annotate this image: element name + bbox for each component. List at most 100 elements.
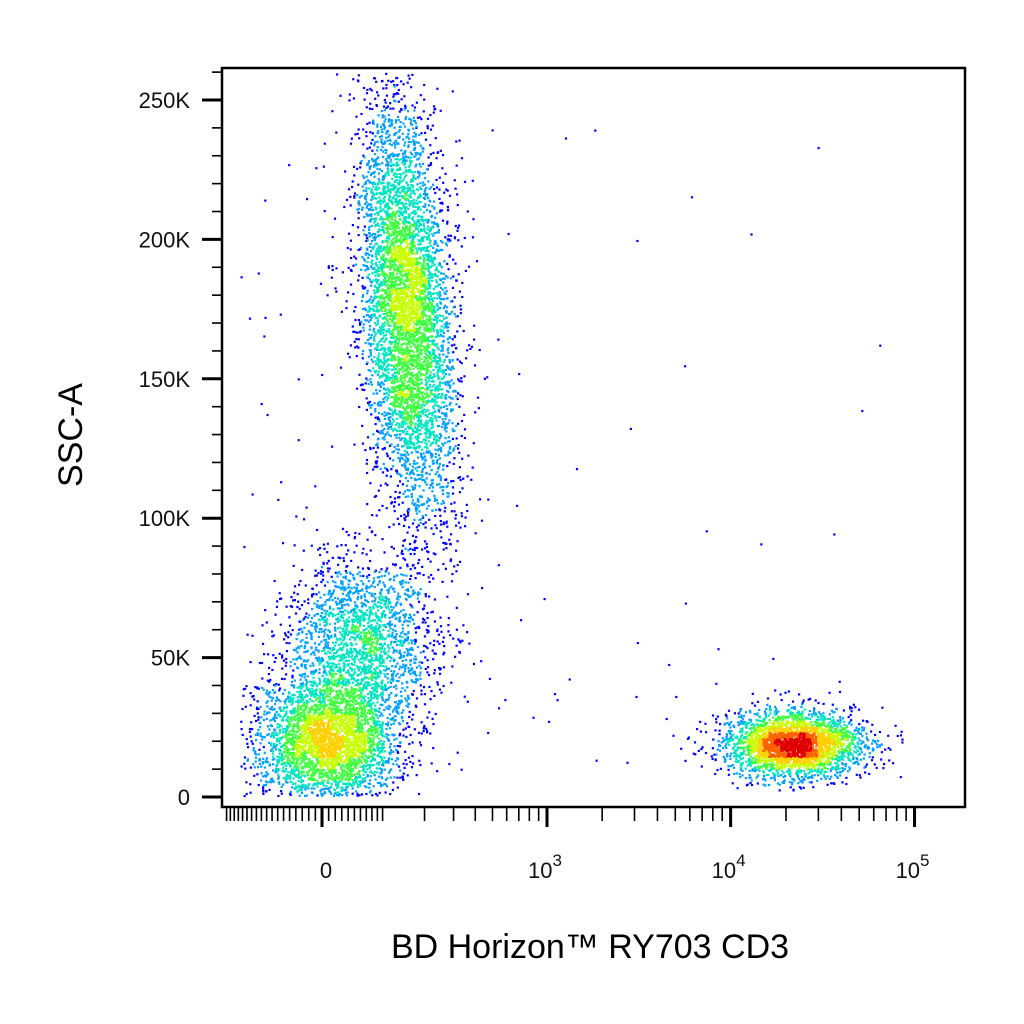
data-point (413, 109, 416, 112)
data-point (362, 583, 365, 586)
data-point (440, 209, 444, 212)
data-point (415, 509, 418, 512)
data-point (352, 592, 355, 595)
data-point (453, 179, 456, 182)
data-point (852, 758, 855, 761)
data-point (388, 155, 391, 158)
data-point (408, 489, 411, 492)
data-point (398, 135, 401, 138)
data-point (439, 476, 443, 479)
data-point (304, 664, 307, 667)
data-point (397, 444, 400, 447)
data-point (435, 303, 439, 306)
data-point (366, 147, 369, 150)
data-point (434, 269, 437, 272)
data-point (394, 684, 398, 687)
data-point (696, 728, 699, 731)
data-point (248, 727, 252, 731)
data-point (406, 774, 409, 777)
data-point (320, 794, 323, 797)
data-point (724, 713, 727, 716)
data-point (420, 247, 423, 250)
data-point (276, 698, 279, 701)
data-point (373, 402, 376, 405)
data-point (532, 716, 535, 719)
data-point (380, 234, 383, 237)
data-point (397, 598, 400, 601)
data-point (260, 779, 263, 782)
data-point (403, 459, 407, 462)
data-point (416, 158, 419, 161)
data-point (409, 164, 412, 167)
data-point (421, 236, 424, 239)
data-point (404, 466, 407, 469)
data-point (403, 639, 406, 643)
data-point (386, 423, 389, 426)
data-point (393, 133, 396, 136)
data-point (371, 272, 374, 275)
data-point (740, 720, 743, 723)
data-point (711, 714, 715, 717)
data-point (856, 760, 859, 763)
data-point (373, 77, 376, 80)
data-point (375, 192, 378, 195)
data-point (431, 414, 434, 417)
data-point (378, 723, 381, 726)
data-point (460, 434, 463, 438)
data-point (469, 347, 472, 350)
data-point (398, 159, 401, 162)
data-point (887, 747, 890, 750)
data-point (393, 738, 396, 741)
data-point (371, 592, 374, 595)
data-point (548, 720, 551, 723)
data-point (389, 743, 392, 746)
data-point (384, 482, 387, 485)
data-point (321, 603, 324, 606)
data-point (335, 602, 338, 605)
data-point (372, 433, 375, 436)
data-point (413, 518, 416, 521)
data-point (440, 286, 443, 289)
data-point (372, 605, 375, 608)
data-point (437, 633, 440, 636)
data-point (402, 159, 406, 162)
data-point (358, 532, 361, 535)
data-point (293, 585, 297, 588)
data-point (383, 334, 386, 337)
data-point (373, 153, 377, 156)
data-point (382, 743, 385, 746)
data-point (449, 558, 452, 561)
data-point (791, 700, 795, 703)
data-point (342, 645, 345, 648)
data-point (357, 201, 361, 204)
data-point (363, 603, 366, 606)
data-point (358, 373, 361, 376)
data-point (390, 409, 393, 412)
data-point (756, 713, 759, 716)
data-point (389, 457, 392, 460)
data-point (374, 704, 377, 707)
data-point (386, 698, 389, 701)
data-point (443, 428, 446, 431)
data-point (409, 151, 412, 154)
data-point (261, 624, 264, 627)
data-point (280, 763, 283, 766)
data-point (259, 759, 262, 762)
data-point (417, 157, 420, 160)
data-point (420, 441, 423, 444)
data-point (407, 697, 410, 700)
data-point (383, 584, 386, 587)
data-point (324, 671, 327, 675)
data-point (313, 653, 316, 656)
data-point (319, 570, 323, 573)
data-point (361, 295, 364, 299)
data-point (269, 724, 272, 727)
data-point (341, 582, 344, 585)
data-point (426, 631, 429, 634)
data-point (721, 737, 724, 740)
data-point (418, 664, 421, 667)
data-point (811, 776, 814, 779)
data-point (377, 182, 380, 185)
data-point (346, 246, 349, 250)
data-point (288, 642, 291, 645)
